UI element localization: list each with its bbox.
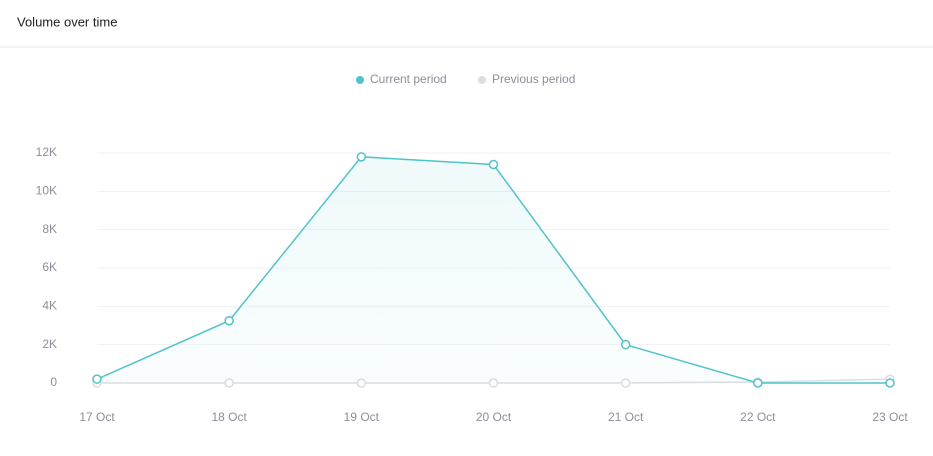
area — [97, 156, 890, 383]
legend-label: Current period — [370, 72, 447, 86]
legend-label: Previous period — [492, 72, 575, 86]
point — [356, 152, 367, 162]
y-tick-label: 8K — [42, 222, 57, 236]
point — [885, 378, 895, 388]
chart-title: Volume over time — [17, 14, 117, 29]
point — [620, 339, 631, 350]
y-tick-label: 4K — [42, 299, 57, 313]
y-tick-label: 2K — [42, 337, 57, 351]
y-tick-label: 12K — [36, 145, 57, 159]
y-tick-label: 6K — [42, 260, 57, 274]
legend-swatch — [356, 76, 364, 84]
x-tick-label: 21 Oct — [608, 410, 644, 424]
x-tick-label: 18 Oct — [211, 410, 247, 424]
x-tick-label: 22 Oct — [740, 410, 776, 424]
point — [224, 315, 234, 326]
x-tick-label: 17 Oct — [79, 410, 115, 424]
y-tick-label: 0 — [50, 375, 57, 389]
x-tick-label: 23 Oct — [872, 410, 908, 424]
point — [488, 159, 499, 170]
x-tick-label: 19 Oct — [344, 410, 380, 424]
point — [753, 378, 763, 388]
point — [92, 374, 102, 384]
legend-swatch — [478, 76, 486, 84]
x-tick-label: 20 Oct — [476, 410, 512, 424]
y-tick-label: 10K — [36, 184, 57, 198]
